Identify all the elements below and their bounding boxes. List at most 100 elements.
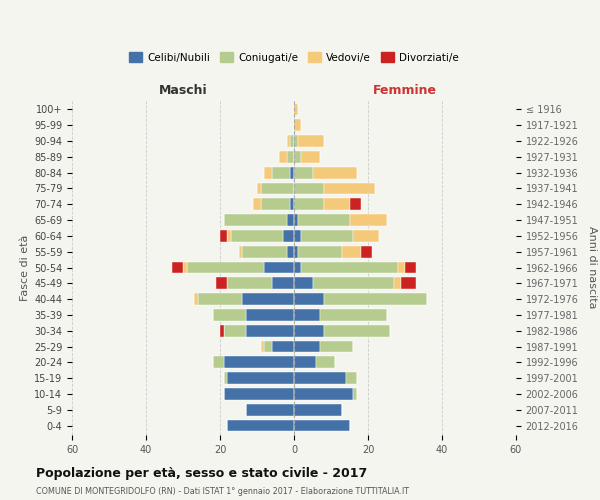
Bar	[353, 388, 357, 400]
Bar	[301, 151, 320, 163]
Bar	[231, 230, 283, 242]
Bar	[183, 262, 187, 274]
Bar	[342, 246, 361, 258]
Bar	[294, 420, 349, 432]
Bar	[294, 214, 298, 226]
Bar	[294, 372, 346, 384]
Bar	[349, 198, 361, 210]
Bar	[253, 198, 260, 210]
Bar	[227, 230, 231, 242]
Bar	[398, 262, 405, 274]
Bar	[294, 325, 323, 336]
Bar	[224, 388, 294, 400]
Bar	[265, 262, 294, 274]
Bar	[265, 340, 272, 352]
Y-axis label: Anni di nascita: Anni di nascita	[587, 226, 597, 308]
Bar	[290, 135, 294, 147]
Bar	[294, 151, 301, 163]
Bar	[294, 246, 298, 258]
Bar	[394, 278, 401, 289]
Bar	[323, 182, 376, 194]
Bar	[294, 182, 323, 194]
Bar	[224, 325, 246, 336]
Bar	[323, 325, 390, 336]
Bar	[287, 214, 294, 226]
Bar	[246, 325, 294, 336]
Bar	[320, 340, 353, 352]
Bar	[224, 372, 227, 384]
Bar	[257, 182, 260, 194]
Bar	[294, 135, 298, 147]
Bar	[313, 167, 357, 178]
Bar	[287, 151, 294, 163]
Bar	[246, 309, 294, 321]
Text: COMUNE DI MONTEGRIDOLFO (RN) - Dati ISTAT 1° gennaio 2017 - Elaborazione TUTTITA: COMUNE DI MONTEGRIDOLFO (RN) - Dati ISTA…	[36, 488, 409, 496]
Bar	[224, 214, 287, 226]
Bar	[294, 120, 301, 131]
Bar	[272, 278, 294, 289]
Bar	[224, 356, 294, 368]
Bar	[198, 293, 242, 305]
Bar	[401, 278, 416, 289]
Bar	[298, 214, 349, 226]
Bar	[323, 293, 427, 305]
Bar	[361, 246, 372, 258]
Bar	[220, 325, 224, 336]
Legend: Celibi/Nubili, Coniugati/e, Vedovi/e, Divorziati/e: Celibi/Nubili, Coniugati/e, Vedovi/e, Di…	[125, 48, 463, 67]
Text: Maschi: Maschi	[158, 84, 208, 97]
Bar	[283, 230, 294, 242]
Bar	[279, 151, 287, 163]
Y-axis label: Fasce di età: Fasce di età	[20, 234, 30, 300]
Bar	[239, 246, 242, 258]
Bar	[294, 262, 301, 274]
Bar	[294, 104, 298, 116]
Bar	[212, 356, 224, 368]
Bar	[287, 135, 290, 147]
Bar	[346, 372, 357, 384]
Bar	[294, 230, 301, 242]
Bar	[187, 262, 265, 274]
Bar	[298, 246, 342, 258]
Bar	[260, 182, 294, 194]
Bar	[294, 278, 313, 289]
Bar	[323, 198, 349, 210]
Bar	[172, 262, 183, 274]
Bar	[294, 404, 342, 415]
Bar	[294, 293, 323, 305]
Bar	[301, 262, 398, 274]
Bar	[194, 293, 198, 305]
Bar	[260, 198, 290, 210]
Bar	[290, 167, 294, 178]
Bar	[294, 309, 320, 321]
Text: Popolazione per età, sesso e stato civile - 2017: Popolazione per età, sesso e stato civil…	[36, 468, 367, 480]
Bar	[294, 388, 353, 400]
Bar	[313, 278, 394, 289]
Bar	[265, 167, 272, 178]
Bar	[405, 262, 416, 274]
Bar	[290, 198, 294, 210]
Bar	[353, 230, 379, 242]
Bar	[272, 167, 290, 178]
Bar	[349, 214, 386, 226]
Bar	[227, 278, 272, 289]
Bar	[294, 356, 316, 368]
Bar	[212, 309, 246, 321]
Bar	[272, 340, 294, 352]
Bar	[287, 246, 294, 258]
Bar	[246, 404, 294, 415]
Bar	[298, 135, 323, 147]
Bar	[227, 372, 294, 384]
Bar	[217, 278, 227, 289]
Bar	[301, 230, 353, 242]
Bar	[220, 230, 227, 242]
Bar	[316, 356, 335, 368]
Bar	[242, 246, 287, 258]
Bar	[294, 198, 323, 210]
Bar	[227, 420, 294, 432]
Bar	[320, 309, 386, 321]
Text: Femmine: Femmine	[373, 84, 437, 97]
Bar	[294, 167, 313, 178]
Bar	[294, 340, 320, 352]
Bar	[260, 340, 265, 352]
Bar	[242, 293, 294, 305]
